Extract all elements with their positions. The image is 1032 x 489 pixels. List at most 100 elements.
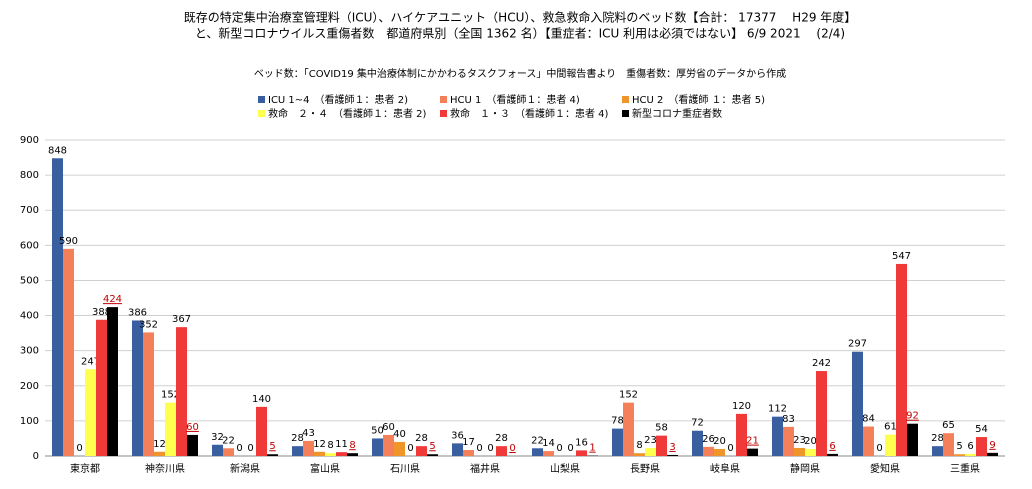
data-label: 0 (476, 443, 482, 454)
x-tick-label: 富山県 (310, 462, 340, 475)
bar (347, 453, 358, 456)
bar (794, 448, 805, 456)
bar (885, 435, 896, 456)
legend-swatch (440, 110, 447, 117)
bar (954, 454, 965, 456)
bar (223, 448, 234, 456)
x-tick-label: 愛知県 (870, 462, 900, 475)
legend-label: HCU 2 （看護師 １：患者 5) (632, 93, 765, 106)
y-tick-label: 600 (20, 240, 39, 251)
data-label: 12 (153, 439, 166, 450)
data-label: 0 (567, 443, 573, 454)
legend-swatch (622, 96, 629, 103)
bar (52, 158, 63, 456)
data-label: 58 (655, 423, 668, 434)
x-tick-label: 岐阜県 (710, 462, 740, 475)
bar (714, 449, 725, 456)
data-label: 1 (589, 443, 595, 454)
data-label: 14 (542, 438, 555, 449)
bar (645, 448, 656, 456)
data-label: 20 (713, 436, 726, 447)
bar (863, 427, 874, 456)
data-label: 65 (942, 420, 955, 431)
legend-swatch (622, 110, 629, 117)
bar (314, 452, 325, 456)
x-tick-label: 石川県 (390, 463, 420, 475)
data-label: 28 (495, 433, 508, 444)
data-label: 83 (782, 414, 795, 425)
bar (107, 307, 118, 456)
data-label: 848 (48, 145, 67, 156)
bar (267, 454, 278, 456)
bar (896, 264, 907, 456)
bar (96, 320, 107, 456)
legend-label: ICU 1~4 （看護師１：患者 2) (268, 93, 408, 106)
y-tick-label: 700 (20, 205, 39, 216)
x-tick-label: 山梨県 (550, 462, 580, 475)
bar (827, 454, 838, 456)
bar (416, 446, 427, 456)
bar (932, 446, 943, 456)
data-label: 367 (172, 314, 191, 325)
data-label: 54 (975, 424, 988, 435)
data-label: 3 (669, 442, 675, 453)
data-label: 28 (415, 433, 428, 444)
bar (943, 433, 954, 456)
bar (427, 454, 438, 456)
data-label: 120 (732, 401, 751, 412)
data-label: 21 (746, 436, 759, 447)
bar (532, 448, 543, 456)
bar (132, 320, 143, 456)
x-tick-label: 三重県 (950, 462, 980, 475)
data-label: 11 (335, 439, 348, 450)
chart-title: 既存の特定集中治療室管理料（ICU）、ハイケアユニット（HCU）、救急救命入院料… (184, 10, 857, 25)
y-tick-label: 0 (33, 451, 39, 462)
bar (907, 424, 918, 456)
y-tick-label: 300 (20, 346, 39, 357)
data-label: 16 (575, 437, 588, 448)
data-label: 8 (636, 440, 642, 451)
bar (976, 437, 987, 456)
data-label: 152 (619, 390, 638, 401)
legend-swatch (440, 96, 447, 103)
data-label: 140 (252, 394, 271, 405)
bar (965, 454, 976, 456)
data-label: 8 (327, 440, 333, 451)
data-label: 78 (611, 416, 624, 427)
bar (576, 450, 587, 456)
y-tick-label: 800 (20, 170, 39, 181)
x-tick-label: 静岡県 (790, 462, 820, 475)
bar (496, 446, 507, 456)
legend-label: 救命 ２・４ （看護師１：患者 2) (268, 107, 427, 120)
data-label: 0 (556, 443, 562, 454)
data-label: 92 (906, 411, 919, 422)
data-label: 40 (393, 429, 406, 440)
chart-title-line2: と、新型コロナウイルス重傷者数 都道府県別（全国 1362 名）【重症者：ICU… (195, 26, 845, 41)
data-label: 28 (931, 433, 944, 444)
data-label: 0 (247, 443, 253, 454)
bar (463, 450, 474, 456)
legend-swatch (258, 110, 265, 117)
bar (987, 453, 998, 456)
legend-label: HCU 1 （看護師１：患者 4) (450, 93, 580, 106)
data-label: 5 (429, 441, 435, 452)
bar (212, 445, 223, 456)
data-label: 17 (462, 437, 475, 448)
bar (336, 452, 347, 456)
y-tick-label: 200 (20, 381, 39, 392)
y-tick-label: 100 (20, 416, 39, 427)
bar (325, 453, 336, 456)
data-label: 5 (269, 441, 275, 452)
chart-subtitle: ベッド数：「COVID19 集中治療体制にかかわるタスクフォース」中間報告書より… (254, 67, 786, 80)
data-label: 424 (103, 294, 122, 305)
data-label: 60 (186, 422, 199, 433)
data-label: 6 (967, 441, 973, 452)
bar (165, 403, 176, 456)
bar (394, 442, 405, 456)
bar (805, 449, 816, 456)
bar (63, 249, 74, 456)
bar (852, 352, 863, 456)
bar (623, 403, 634, 456)
data-label: 72 (691, 418, 704, 429)
